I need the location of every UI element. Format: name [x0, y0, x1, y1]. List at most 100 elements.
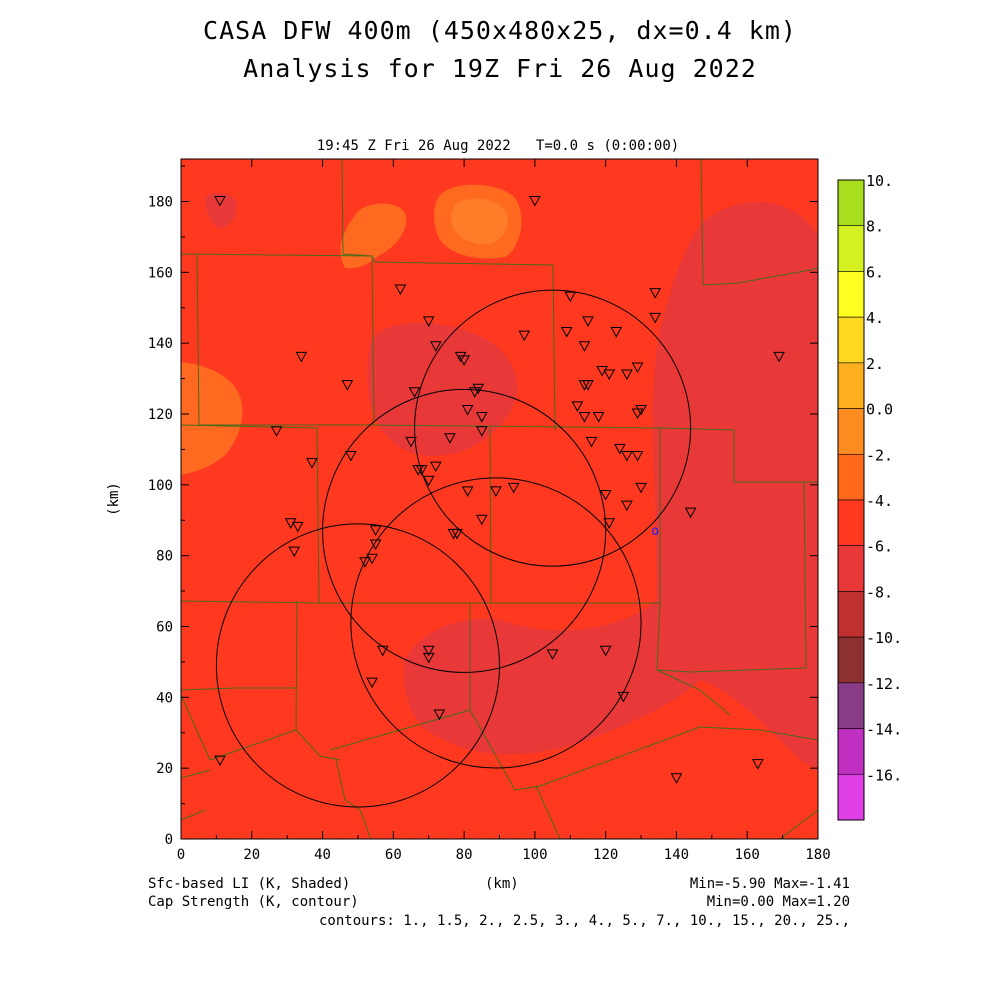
station-marker: [475, 412, 488, 423]
station-marker: [599, 645, 612, 657]
field-warm-northwest: [340, 203, 407, 269]
station-marker: [454, 351, 467, 363]
station-marker: [635, 482, 647, 494]
colorbar-swatch: [837, 225, 865, 272]
x-tick-label: 120: [593, 847, 618, 863]
colorbar-label: -16.: [866, 766, 902, 784]
station-marker: [451, 528, 463, 540]
station-marker: [684, 507, 697, 519]
station-marker: [603, 518, 616, 529]
x-axis-ticks: 0 20 40 60 80 100 120 140 160 180: [177, 159, 831, 863]
station-marker: [214, 755, 226, 767]
station-marker: [649, 288, 662, 299]
y-tick-label: 100: [148, 478, 173, 494]
county-boundaries: [181, 159, 818, 839]
station-marker: [214, 196, 226, 207]
x-tick-label: 60: [385, 847, 402, 863]
station-marker: [631, 451, 644, 462]
station-marker: [461, 486, 474, 497]
station-marker: [405, 436, 417, 448]
station-marker: [529, 196, 541, 207]
station-marker: [518, 330, 531, 342]
station-marker: [635, 404, 647, 416]
station-marker: [585, 436, 598, 448]
chart-title-line2: Analysis for 19Z Fri 26 Aug 2022: [243, 54, 757, 83]
x-axis-label: (km): [485, 876, 519, 892]
station-marker: [394, 284, 407, 296]
colorbar-swatch: [837, 453, 865, 501]
station-marker: [270, 426, 283, 437]
station-marker: [422, 652, 435, 664]
station-marker: [617, 691, 630, 703]
colorbar-label: -12.: [866, 675, 902, 693]
footer-li-range: Min=-5.90 Max=-1.41: [689, 876, 850, 892]
x-tick-label: 160: [735, 847, 760, 863]
colorbar-swatch: [837, 591, 865, 638]
station-marker: [429, 461, 442, 473]
colorbar-label: -14.: [866, 721, 902, 739]
colorbar-label: -6.: [866, 538, 893, 556]
footer-shaded-label: Sfc-based LI (K, Shaded): [148, 876, 351, 892]
station-marker: [599, 489, 612, 501]
colorbar-swatch: [837, 636, 865, 684]
radar-site-marker: o: [651, 524, 659, 539]
station-marker: [578, 412, 591, 423]
station-marker: [433, 709, 446, 721]
y-tick-label: 140: [148, 336, 173, 352]
colorbar-label: 10.: [866, 172, 893, 190]
station-marker: [429, 341, 442, 352]
y-tick-label: 0: [165, 832, 173, 848]
station-marker: [490, 486, 502, 497]
station-marker: [366, 677, 378, 689]
station-marker: [369, 539, 382, 551]
y-axis-ticks: 0 20 40 60 80 100 120 140 160 180: [148, 165, 818, 848]
radar-ring-1: [414, 289, 692, 567]
colorbar-swatch: [837, 499, 865, 547]
station-marker: [475, 426, 488, 437]
y-tick-label: 120: [148, 407, 173, 423]
field-warmer-north: [451, 198, 508, 245]
x-tick-label: 20: [243, 847, 260, 863]
station-marker: [592, 412, 605, 423]
x-tick-label: 40: [314, 847, 331, 863]
station-marker: [359, 557, 371, 568]
colorbar-swatch: [837, 179, 865, 227]
x-tick-label: 140: [664, 847, 689, 863]
station-marker: [571, 401, 584, 412]
y-tick-label: 80: [156, 549, 173, 565]
footer-contour-levels: contours: 1., 1.5, 2., 2.5, 3., 4., 5., …: [318, 913, 850, 929]
y-tick-label: 20: [156, 761, 173, 777]
valid-time-label: 19:45 Z Fri 26 Aug 2022 T=0.0 s (0:00:00…: [317, 138, 679, 154]
field-lower-nw: [205, 193, 238, 228]
colorbar-swatch: [837, 773, 865, 821]
station-marker: [621, 369, 633, 381]
colorbar-label: -10.: [866, 629, 902, 647]
station-marker: [621, 451, 633, 462]
station-marker: [564, 291, 577, 303]
colorbar-label: 6.: [866, 263, 884, 281]
station-marker: [306, 458, 318, 469]
station-marker: [546, 649, 559, 660]
y-axis-label: (km): [106, 482, 122, 516]
station-marker: [582, 316, 594, 327]
y-tick-label: 180: [148, 195, 173, 211]
footer-cap-range: Min=0.00 Max=1.20: [706, 894, 850, 910]
station-marker: [603, 369, 616, 381]
station-marker: [610, 327, 623, 338]
station-marker: [751, 759, 764, 770]
station-marker: [345, 451, 357, 462]
radar-ring-2: [322, 388, 607, 673]
station-marker: [621, 500, 633, 512]
radar-range-rings: [215, 289, 692, 808]
y-tick-label: 40: [156, 690, 173, 706]
x-tick-label: 80: [456, 847, 473, 863]
field-lower-center: [367, 322, 518, 456]
colorbar: 10. 8. 6. 4. 2. 0.0 -2. -4. -6. -8. -10. -12. -14. -1…: [837, 172, 902, 821]
colorbar-label: -4.: [866, 492, 893, 510]
colorbar-swatch: [837, 316, 865, 364]
field-lower-east: [404, 201, 818, 770]
station-marker: [458, 355, 470, 366]
colorbar-frame: [837, 179, 865, 821]
colorbar-label: 8.: [866, 218, 884, 236]
x-tick-label: 100: [522, 847, 547, 863]
